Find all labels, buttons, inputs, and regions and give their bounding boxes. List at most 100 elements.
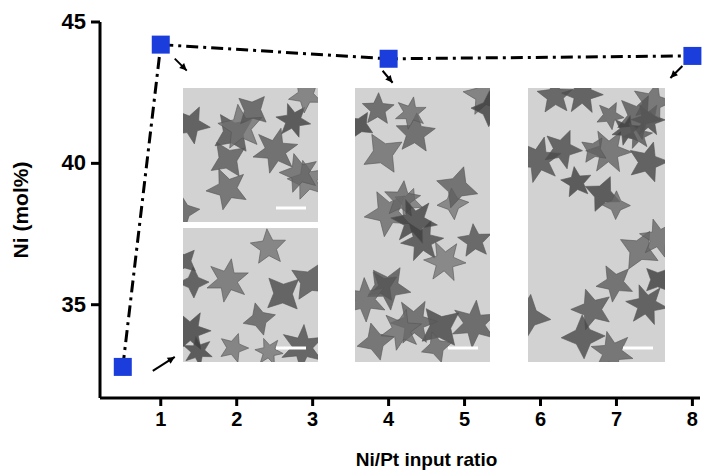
arrow-head [670, 70, 678, 78]
particle [183, 250, 195, 272]
particle [471, 91, 490, 127]
particle [289, 88, 319, 113]
particle [391, 200, 438, 244]
particles [355, 88, 490, 362]
data-group [114, 36, 702, 376]
arrow [153, 357, 175, 371]
particle [582, 138, 606, 162]
particle [561, 315, 605, 359]
particle [528, 294, 551, 339]
particle [424, 242, 466, 280]
particle [602, 191, 631, 220]
particle [381, 309, 422, 350]
chart: 12345678354045Ni/Pt input ratioNi (mol%) [0, 0, 705, 470]
scale-bar [623, 347, 653, 350]
inset-bg [528, 88, 665, 362]
x-tick [311, 398, 314, 406]
scale-bar [276, 347, 306, 350]
particle [253, 128, 298, 173]
inset-image [169, 228, 328, 370]
particle [268, 278, 299, 309]
particle [458, 224, 490, 257]
particle [528, 137, 561, 182]
particle [647, 269, 665, 292]
y-tick-label: 45 [62, 9, 86, 34]
insets [166, 74, 678, 374]
particle [362, 93, 394, 124]
y-axis [99, 22, 102, 398]
arrow-head [385, 75, 392, 83]
particle [183, 267, 209, 298]
particle [453, 300, 491, 348]
particles [528, 88, 665, 362]
y-tick-label: 40 [62, 150, 86, 175]
x-tick-label: 3 [307, 408, 318, 430]
inset-image [166, 80, 325, 228]
x-tick-label: 7 [611, 408, 622, 430]
data-line [123, 45, 693, 367]
particle [422, 309, 459, 346]
x-tick-label: 4 [383, 408, 395, 430]
arrow-head [179, 63, 187, 71]
particle [239, 97, 266, 124]
x-tick [539, 398, 542, 406]
x-tick [159, 398, 162, 406]
data-point [380, 50, 398, 68]
particle [183, 107, 210, 144]
x-tick-label: 5 [459, 408, 470, 430]
particle [255, 338, 283, 362]
x-tick [463, 398, 466, 406]
scale-bar [448, 347, 478, 350]
y-tick [91, 162, 100, 165]
particles [183, 88, 318, 222]
particles [183, 229, 318, 362]
particle [357, 323, 394, 360]
x-tick [235, 398, 238, 406]
y-tick [91, 21, 100, 24]
particle [640, 219, 666, 257]
scale-bar [276, 207, 306, 210]
x-tick-label: 2 [231, 408, 242, 430]
particle [437, 167, 478, 208]
y-tick [91, 303, 100, 306]
y-axis-title: Ni (mol%) [9, 162, 32, 259]
particle [279, 154, 316, 193]
arrow [383, 71, 393, 83]
particle [630, 142, 665, 182]
arrow-head [167, 357, 175, 364]
particle [561, 167, 591, 197]
x-tick [615, 398, 618, 406]
data-point [114, 358, 132, 376]
arrow [670, 66, 682, 78]
particle [206, 169, 246, 210]
arrow [175, 59, 187, 71]
data-point [152, 36, 170, 54]
inset-image [506, 75, 679, 373]
y-tick-label: 35 [62, 292, 86, 317]
particle [571, 289, 610, 330]
x-axis-title: Ni/Pt input ratio [356, 449, 497, 470]
x-tick [387, 398, 390, 406]
x-axis [100, 397, 700, 400]
x-tick-label: 6 [535, 408, 546, 430]
particle [184, 336, 213, 362]
particle [221, 334, 249, 363]
particle [364, 134, 402, 172]
particle [537, 88, 573, 112]
particle [211, 143, 244, 177]
inset-image [345, 74, 507, 363]
particle [243, 303, 275, 335]
x-tick [691, 398, 694, 406]
particle [422, 332, 452, 362]
particle [207, 259, 248, 302]
particle [355, 278, 385, 322]
particle [183, 195, 200, 222]
particle [250, 229, 285, 263]
particle [626, 285, 665, 325]
inset-bg [183, 88, 318, 222]
data-point [683, 47, 701, 65]
x-tick-label: 8 [687, 408, 698, 430]
particle [282, 325, 318, 363]
particle [396, 97, 427, 129]
x-tick-label: 1 [155, 408, 166, 430]
